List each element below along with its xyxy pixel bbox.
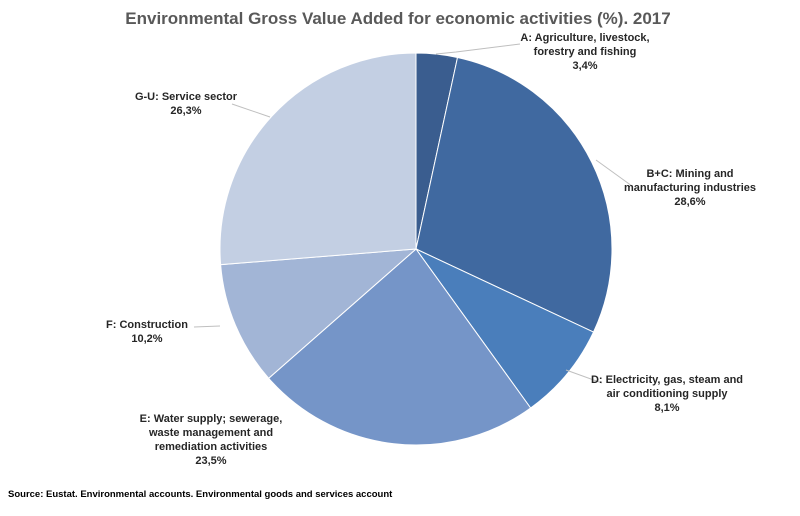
data-label-f: F: Construction 10,2% [106, 319, 188, 345]
leader-line-d [565, 369, 603, 384]
leader-line-bc [595, 159, 633, 187]
data-label-d: D: Electricity, gas, steam and air condit… [591, 374, 743, 414]
pie-slice-f [220, 248, 418, 379]
chart-title: Environmental Gross Value Added for econ… [125, 9, 670, 28]
data-label-a: A: Agriculture, livestock, forestry and f… [520, 32, 649, 72]
data-label-e: E: Water supply; sewerage, waste manageme… [140, 413, 283, 467]
leader-lines [193, 43, 633, 384]
data-label-gu: G-U: Service sector 26,3% [135, 91, 238, 117]
pie-slices [219, 52, 613, 446]
data-label-bc: B+C: Mining and manufacturing industries 2… [624, 168, 756, 208]
leader-line-f [193, 325, 221, 328]
pie-slice-e [267, 248, 532, 446]
leader-line-a [435, 43, 521, 55]
source-note: Source: Eustat. Environmental accounts. … [8, 489, 393, 500]
pie-slice-bc [415, 56, 613, 333]
pie-slice-d [414, 247, 595, 409]
slice-labels: A: Agriculture, livestock, forestry and f… [106, 32, 756, 467]
leader-line-gu [231, 103, 271, 118]
pie-slice-gu [219, 52, 417, 266]
